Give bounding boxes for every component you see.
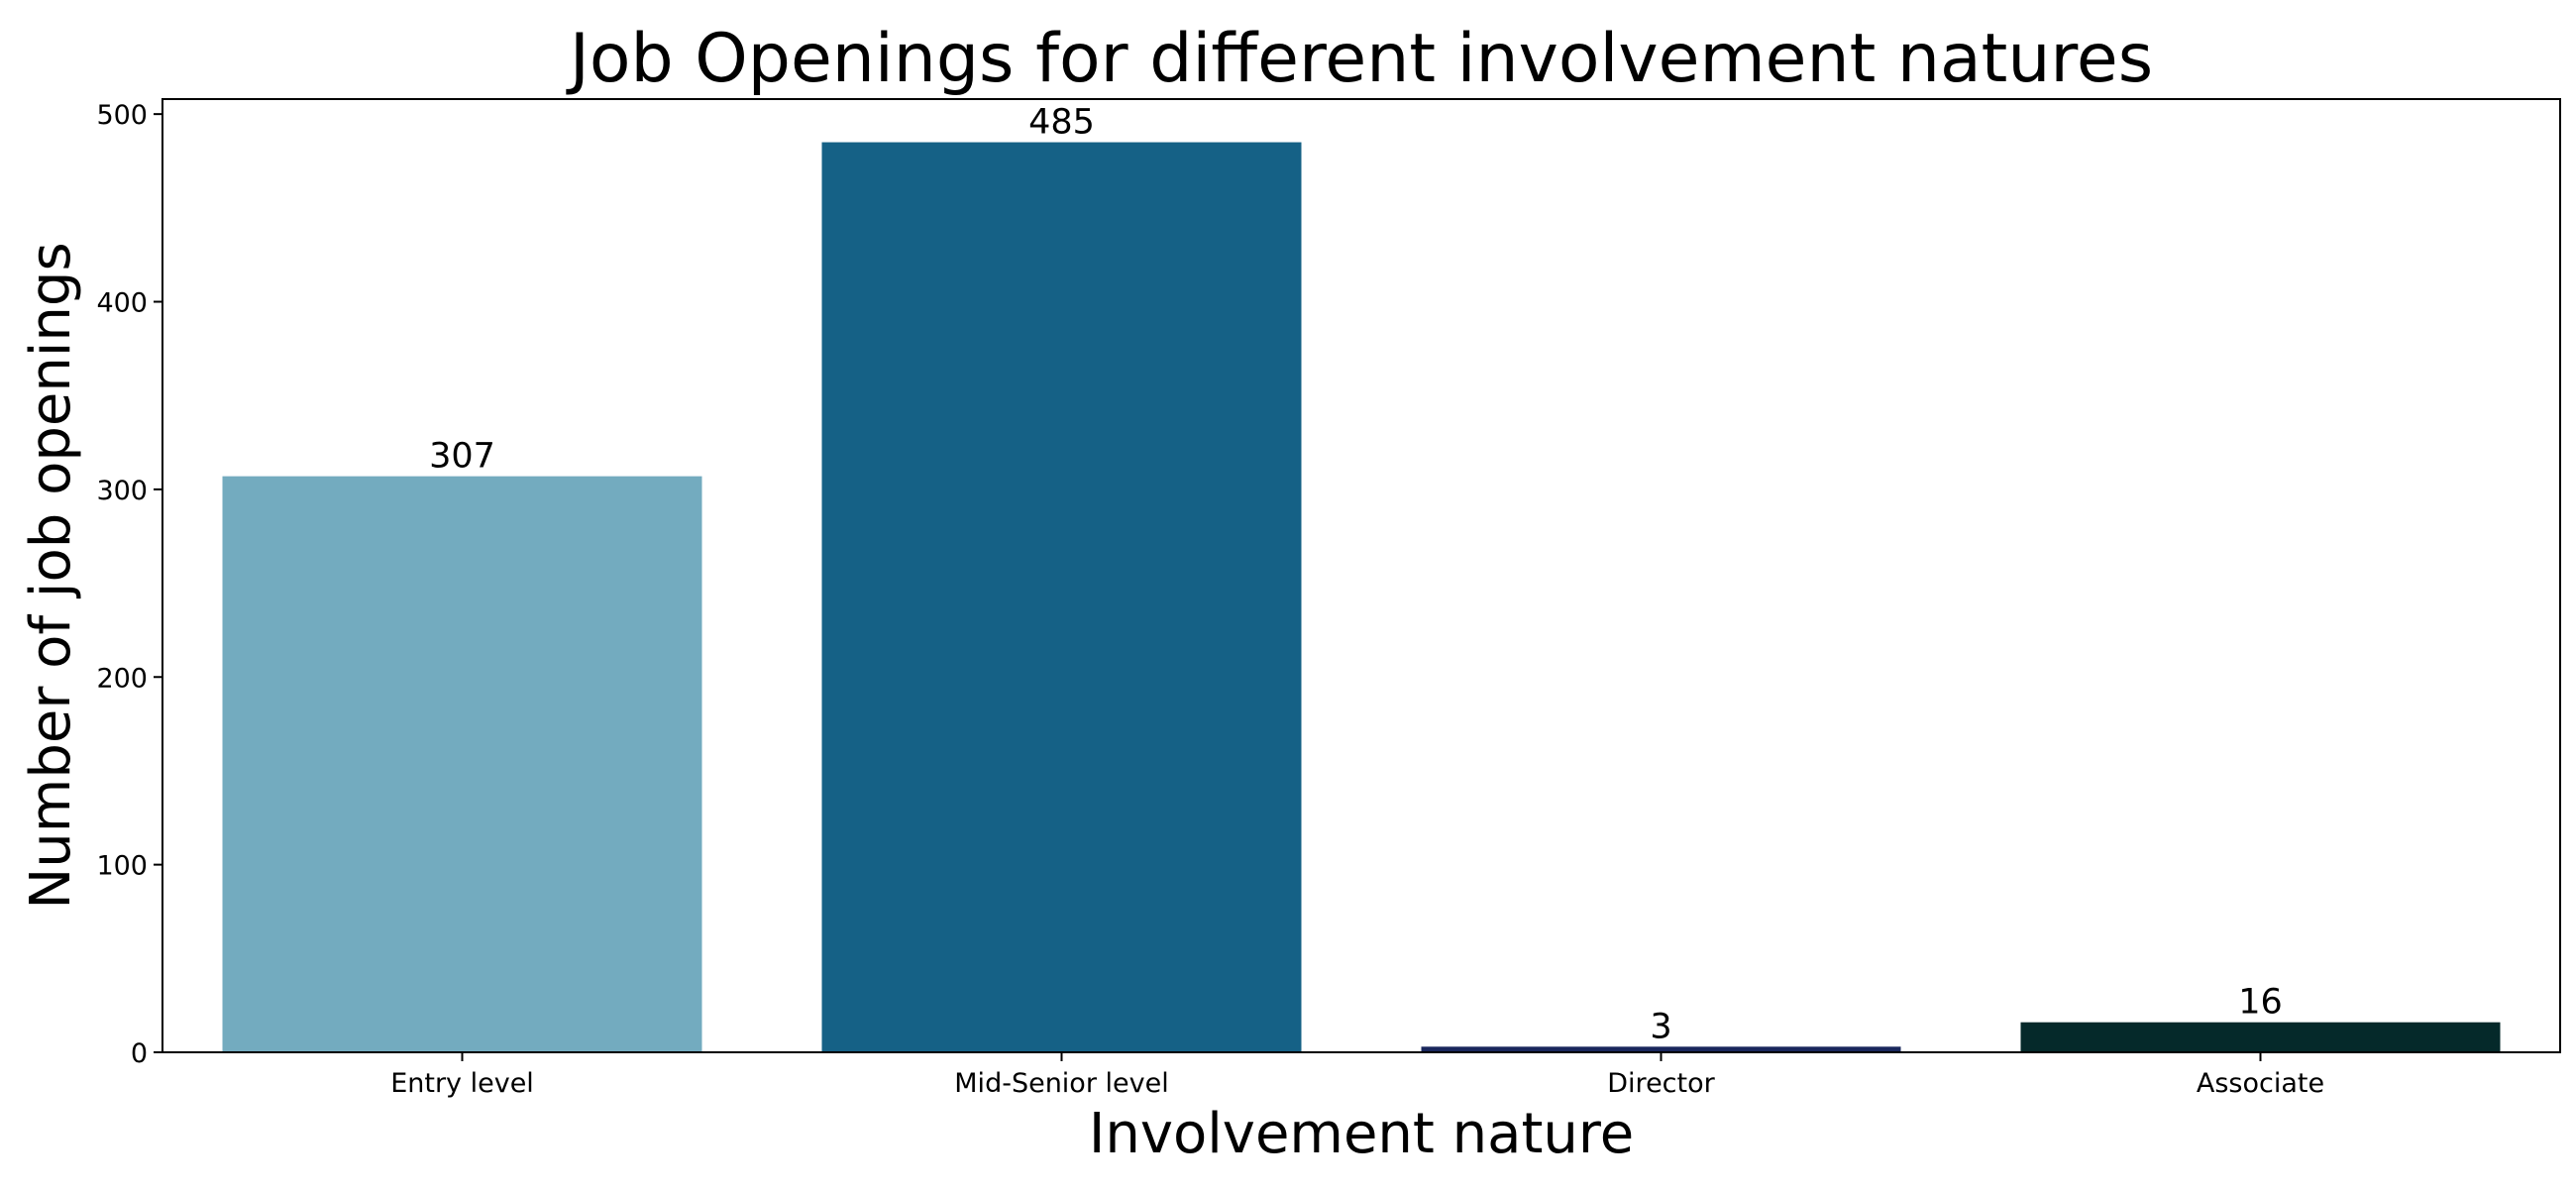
x-tick-label: Associate [2197,1068,2324,1099]
x-tick-label: Entry level [390,1068,534,1099]
y-tick-label: 200 [96,663,148,694]
y-tick-label: 100 [96,851,148,882]
data-labels: 307 485 3 16 [429,103,2283,1047]
chart-title: Job Openings for different involvement n… [566,20,2153,98]
bar-mid-senior-level [821,142,1302,1052]
bar-director [1421,1046,1901,1052]
y-tick-label: 300 [96,476,148,506]
bar-entry-level [222,476,702,1052]
y-axis-ticks: 0 100 200 300 400 500 [96,100,162,1069]
x-tick-label: Director [1607,1068,1715,1099]
x-axis-ticks: Entry level Mid-Senior level Director Assoc… [390,1052,2324,1099]
bar-value-label: 307 [429,437,495,477]
bar-associate [2020,1022,2501,1052]
y-axis-label: Number of job openings [19,242,83,909]
x-tick-label: Mid-Senior level [954,1068,1168,1099]
bar-value-label: 16 [2238,983,2283,1023]
x-axis-label: Involvement nature [1089,1102,1634,1166]
plot-frame [161,98,2561,1053]
bar-value-label: 485 [1028,103,1095,143]
y-tick-label: 400 [96,288,148,319]
bars [222,142,2501,1052]
bar-value-label: 3 [1650,1007,1671,1046]
y-tick-label: 0 [131,1038,148,1069]
y-tick-label: 500 [96,100,148,131]
